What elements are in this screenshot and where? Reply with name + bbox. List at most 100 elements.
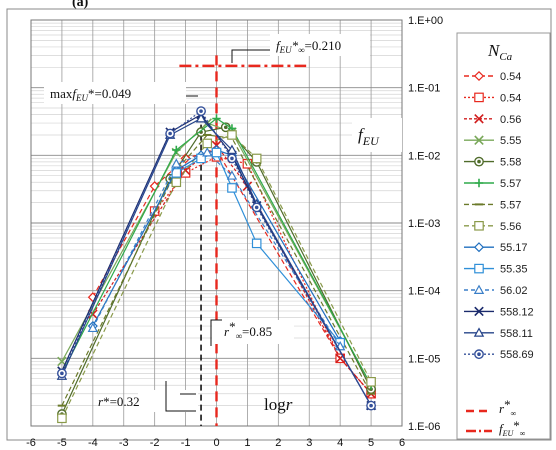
annotation-maxf: maxfEU*=0.049	[50, 86, 131, 103]
x-tick-label: -6	[26, 437, 36, 449]
data-point	[180, 153, 191, 164]
data-point	[226, 170, 238, 180]
x-tick-label: 6	[399, 437, 405, 449]
data-point	[474, 135, 484, 145]
data-point	[60, 371, 64, 376]
data-point	[199, 109, 203, 113]
legend-label: 5.55	[500, 135, 521, 147]
legend-title: NCa	[487, 41, 513, 63]
chart-frame	[6, 8, 552, 441]
x-tick-labels: -6 -5 -4 -3 -2 -1 0 1 2 3 4 5 6	[26, 437, 405, 449]
y-tick-label: 1.E-06	[408, 421, 440, 433]
legend-entry: 5.57	[464, 178, 521, 190]
legend-entry: 55.35	[464, 264, 528, 276]
y-tick-label: 1.E-02	[408, 150, 440, 162]
legend-entry: 558.69	[464, 349, 534, 361]
plot-area	[30, 19, 403, 427]
annotation-f-inf: fEU*∞=0.210	[276, 38, 341, 55]
legend-ref-f-inf: fEU*∞	[499, 418, 526, 438]
legend-entry: 558.11	[464, 327, 533, 340]
legend-label: 558.69	[500, 349, 534, 361]
data-point	[474, 306, 484, 317]
annotations: fEU*∞=0.210 maxfEU*=0.049 r*∞=0.85 r*=0.…	[44, 34, 402, 414]
data-point	[149, 181, 160, 192]
series-line	[61, 126, 372, 415]
series-10	[87, 147, 346, 351]
annotation-r-inf: r*∞=0.85	[224, 319, 272, 341]
data-point	[223, 125, 228, 130]
x-tick-label: -1	[181, 437, 191, 449]
legend-label: 0.56	[500, 114, 521, 126]
legend-label: 56.02	[500, 285, 528, 297]
series-9	[171, 147, 345, 348]
annotation-r-star: r*=0.32	[98, 394, 140, 409]
y-tick-label: 1.E-01	[408, 83, 440, 95]
legend-label: 5.58	[500, 157, 521, 169]
data-point	[474, 221, 484, 231]
data-point	[226, 144, 238, 154]
legend-label: 55.35	[500, 264, 528, 276]
y-tick-label: 1.E-03	[408, 218, 440, 230]
y-tick-labels: 1.E-06 1.E-05 1.E-04 1.E-03 1.E-02 1.E-01 1.E+…	[408, 15, 443, 433]
data-point	[473, 284, 485, 294]
data-point	[211, 147, 222, 158]
legend-ref-r-inf: r*∞	[499, 397, 517, 418]
legend-entry: 5.57	[464, 199, 521, 211]
x-tick-label: -5	[57, 437, 67, 449]
data-point	[180, 168, 191, 178]
data-point	[254, 205, 259, 210]
series-line	[61, 110, 372, 406]
data-point	[477, 352, 481, 357]
data-point	[227, 130, 237, 140]
data-point	[57, 413, 67, 424]
y-tick-label: 1.E+00	[408, 15, 443, 27]
legend-entry: 56.02	[464, 284, 528, 297]
legend-label: 0.54	[500, 71, 521, 83]
legend-entry: 0.54	[464, 70, 521, 83]
data-point	[227, 183, 237, 193]
data-point	[171, 168, 182, 178]
x-tick-label: -4	[88, 437, 98, 449]
legend-label: 5.57	[500, 178, 521, 190]
legend-label: 558.12	[500, 306, 534, 318]
data-point	[202, 147, 213, 157]
legend-entry: 5.58	[464, 157, 521, 169]
legend: NCa 0.54 0.54 0.56 5.55 5.58 5.57 5.57 5.56 55.1…	[456, 32, 551, 440]
y-tick-label: 1.E-05	[408, 353, 440, 365]
series-2	[88, 140, 376, 399]
data-point	[477, 159, 481, 164]
data-point	[474, 178, 484, 188]
data-point	[366, 376, 376, 387]
x-tick-label: 1	[244, 437, 250, 449]
legend-entry: 558.12	[464, 306, 534, 318]
data-point	[171, 177, 182, 188]
data-point	[87, 322, 99, 333]
data-point	[369, 403, 373, 408]
data-point	[474, 114, 484, 124]
y-tick-label: 1.E-04	[408, 286, 440, 298]
legend-label: 0.54	[500, 92, 521, 104]
x-tick-label: -2	[150, 437, 160, 449]
legend-label: 5.57	[500, 199, 521, 211]
data-point	[251, 153, 262, 164]
x-tick-label: 5	[368, 437, 374, 449]
legend-entry: 5.56	[464, 221, 521, 233]
legend-entry: 55.17	[464, 242, 528, 254]
data-point	[473, 242, 485, 253]
x-tick-label: 0	[213, 437, 219, 449]
data-point	[251, 238, 262, 249]
data-point	[171, 158, 182, 168]
series-13	[57, 106, 376, 411]
data-point	[474, 92, 484, 103]
data-point	[212, 114, 221, 123]
legend-box	[456, 32, 551, 440]
panel-label: (a)	[72, 0, 89, 10]
series-line	[92, 144, 372, 395]
series-line	[61, 134, 372, 419]
x-tick-label: 3	[306, 437, 312, 449]
x-tick-label: 4	[337, 437, 343, 449]
data-point	[195, 113, 207, 123]
legend-label: 55.17	[500, 242, 528, 254]
legend-label: 5.56	[500, 221, 521, 233]
data-point	[473, 70, 485, 82]
